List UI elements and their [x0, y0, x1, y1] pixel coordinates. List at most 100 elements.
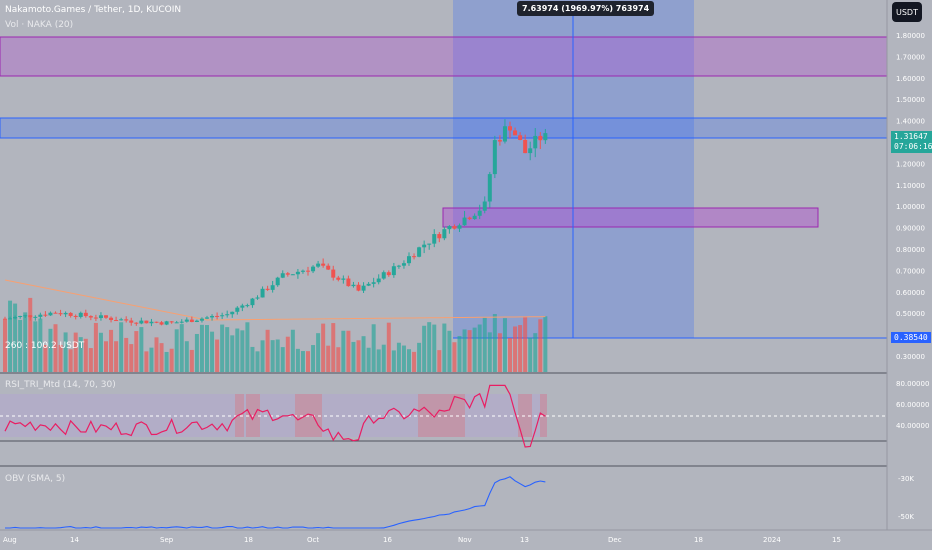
candle-body	[457, 225, 462, 229]
candle	[109, 316, 114, 323]
volume-bar	[422, 325, 427, 372]
volume-bar	[199, 324, 204, 372]
candle	[174, 320, 179, 324]
candle	[401, 260, 406, 269]
candle-body	[311, 266, 316, 272]
candle	[502, 119, 507, 144]
rsi-overbought-area	[235, 394, 244, 437]
volume-bar	[306, 351, 310, 372]
candle-body	[235, 307, 240, 312]
candle-body	[139, 320, 144, 324]
candle	[199, 317, 204, 323]
candle-body	[194, 320, 199, 322]
price-tick: 1.10000	[896, 182, 925, 190]
current-price: 1.31647	[894, 132, 928, 141]
time-tick: Sep	[160, 536, 174, 544]
candle	[533, 128, 538, 158]
volume-bar	[270, 340, 275, 372]
candle-body	[210, 315, 215, 318]
candle-body	[361, 285, 366, 291]
candle	[164, 320, 169, 326]
candle-body	[442, 229, 447, 239]
candle-body	[53, 312, 58, 314]
candle-body	[124, 319, 129, 321]
candle-body	[154, 321, 159, 323]
candle	[513, 127, 518, 136]
candle-body	[174, 322, 179, 324]
candle-body	[427, 243, 432, 245]
price-axis[interactable]: 1.800001.700001.600001.500001.400001.300…	[896, 32, 929, 521]
candle-body	[73, 315, 78, 317]
volume-bar	[280, 347, 285, 372]
volume-bar	[497, 333, 502, 372]
candle-body	[63, 312, 68, 315]
candle	[73, 314, 78, 320]
candle-body	[270, 285, 275, 290]
volume-bar	[225, 327, 230, 372]
volume-legend[interactable]: Vol · NAKA (20)	[5, 20, 74, 30]
candle	[295, 268, 300, 279]
volume-bar	[260, 340, 265, 372]
currency-button[interactable]: USDT	[892, 2, 922, 22]
candle-body	[513, 130, 518, 136]
candle-body	[260, 288, 265, 298]
time-tick: 18	[694, 536, 703, 544]
volume-bar	[220, 324, 225, 372]
candle	[134, 322, 139, 326]
volume-bar	[502, 318, 507, 372]
candle-body	[528, 148, 533, 154]
candle-body	[8, 318, 13, 320]
candle-body	[280, 273, 285, 278]
time-axis[interactable]: Aug 14 Sep 18 Oct 16 Nov 13 Dec 18 2024 15	[3, 536, 841, 544]
volume-bar	[63, 332, 68, 372]
volume-bar	[114, 341, 119, 372]
volume-bar	[295, 348, 300, 372]
candle	[93, 314, 98, 322]
candle	[422, 240, 427, 254]
rsi-legend[interactable]: RSI_TRI_Mtd (14, 70, 30)	[5, 380, 116, 390]
candle-body	[295, 271, 300, 275]
volume-bar	[482, 317, 487, 372]
candle	[3, 316, 7, 320]
countdown: 07:06:16	[894, 142, 932, 151]
volume-bar	[58, 344, 63, 372]
candle	[285, 271, 290, 277]
volume-ma-line	[4, 279, 546, 321]
obv-legend[interactable]: OBV (SMA, 5)	[5, 474, 66, 484]
candle-body	[98, 315, 103, 319]
symbol-title[interactable]: Nakamoto.Games / Tether, 1D, KUCOIN	[5, 5, 182, 15]
candle	[356, 282, 361, 292]
current-price-badge: 1.31647 07:06:16	[891, 131, 932, 153]
candle-body	[492, 140, 497, 175]
candle	[124, 316, 129, 323]
volume-bar	[321, 323, 326, 372]
candle-body	[518, 135, 523, 140]
volume-bar	[371, 324, 376, 372]
candle-body	[189, 319, 194, 322]
volume-bar	[78, 337, 83, 372]
candle	[528, 141, 533, 161]
candle-body	[523, 139, 528, 154]
candle	[265, 285, 270, 291]
candle-body	[23, 315, 28, 317]
volume-bar	[407, 349, 411, 372]
candle	[194, 319, 199, 323]
volume-bar	[119, 322, 124, 372]
candle-body	[417, 247, 422, 257]
candle	[270, 280, 275, 293]
candle	[235, 306, 240, 315]
candle	[341, 275, 346, 284]
time-tick: 2024	[763, 536, 781, 544]
volume-bar	[523, 316, 528, 372]
time-tick: 14	[70, 536, 79, 544]
candle	[104, 315, 108, 319]
candle	[346, 275, 351, 287]
candle	[300, 269, 305, 274]
candle-body	[245, 305, 250, 307]
price-tick: 0.50000	[896, 310, 925, 318]
volume-bar	[457, 336, 462, 372]
volume-bar	[33, 321, 38, 372]
candle-body	[321, 263, 326, 266]
